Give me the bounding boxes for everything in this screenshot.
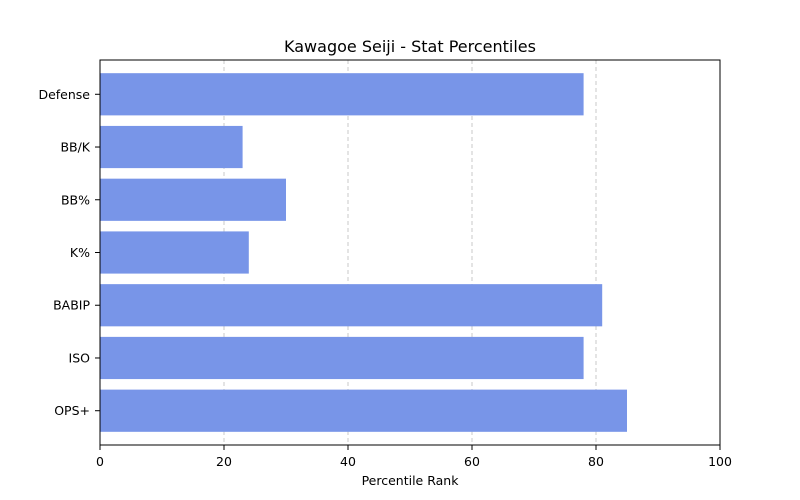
bar [100,73,584,116]
bars [100,73,627,432]
x-axis-ticks: 0 20 40 60 80 100 [96,445,732,469]
x-tick-label: 20 [216,454,232,469]
chart-title: Kawagoe Seiji - Stat Percentiles [284,37,536,56]
bar [100,284,603,327]
bar [100,336,584,380]
x-tick-label: 0 [96,454,104,469]
y-tick-label: K% [70,245,90,260]
x-tick-label: 60 [464,454,480,469]
y-tick-label: ISO [69,350,91,365]
y-tick-label: BABIP [53,298,90,313]
bar [100,125,243,169]
bar [100,178,286,221]
y-tick-label: OPS+ [54,403,90,418]
y-tick-label: Defense [38,87,90,102]
bar [100,389,627,432]
grid-lines [223,60,597,445]
x-tick-label: 40 [340,454,356,469]
x-axis-label: Percentile Rank [362,473,460,488]
bar [100,231,249,274]
y-axis-ticks: OPS+ ISO BABIP K% BB% BB/K Defense [38,87,100,418]
y-tick-label: BB/K [60,140,90,155]
y-tick-label: BB% [61,192,90,207]
x-tick-label: 80 [588,454,604,469]
x-tick-label: 100 [708,454,732,469]
